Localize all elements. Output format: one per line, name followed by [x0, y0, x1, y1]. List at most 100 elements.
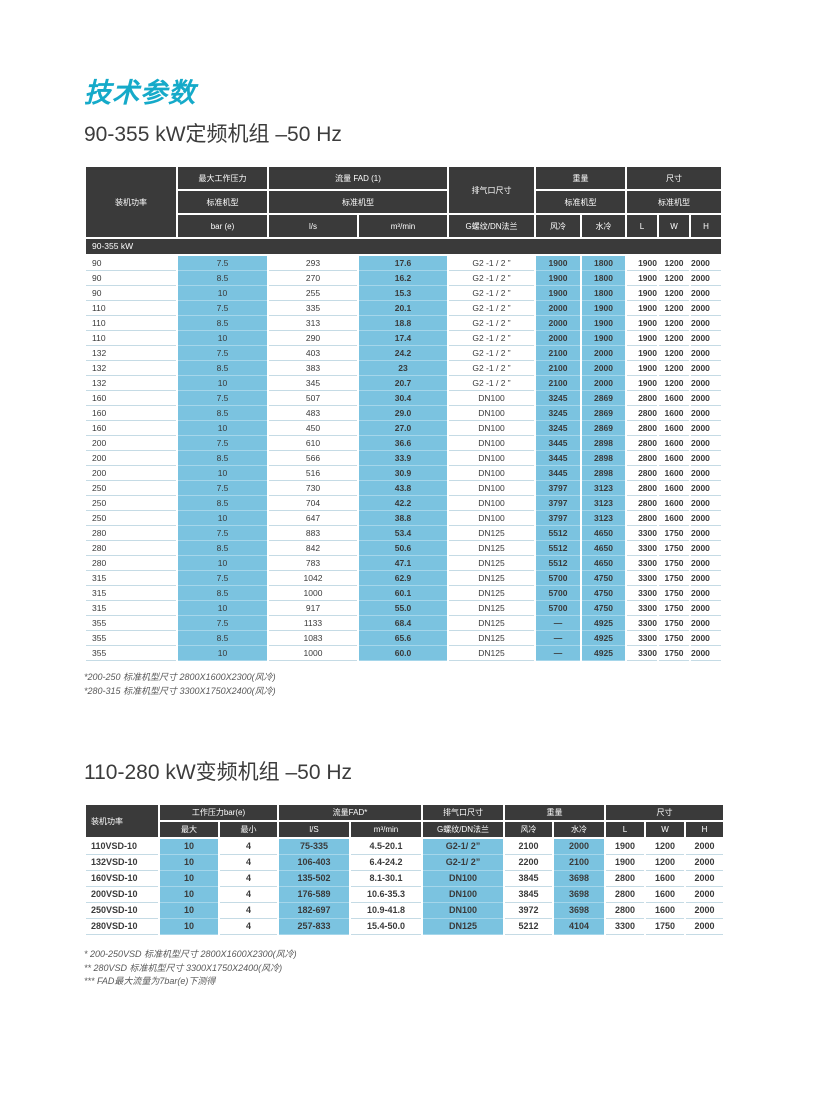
unit-header-air-cooled: 风冷: [505, 822, 553, 839]
table-cell: 4650: [582, 556, 625, 571]
table-cell: 10: [178, 646, 267, 661]
table-cell: 1900: [536, 271, 580, 286]
table-row: 110 10 290 17.4 G2 -1 / 2 ” 2000 1900 1900 1200 2…: [86, 331, 721, 346]
table-cell: 1600: [659, 481, 689, 496]
table-cell: 10.6-35.3: [351, 887, 422, 903]
table-cell: 160: [86, 391, 176, 406]
unit-header-water-cooled: 水冷: [554, 822, 605, 839]
table-cell: 335: [269, 301, 357, 316]
table-row: 160 8.5 483 29.0 DN100 3245 2869 2800 1600 2000: [86, 406, 721, 421]
table-cell: DN125: [449, 616, 534, 631]
table-cell: 3972: [505, 903, 553, 919]
table-cell: 1900: [627, 361, 657, 376]
table-cell: 355: [86, 646, 176, 661]
table-cell: 1200: [659, 286, 689, 301]
col-header-dimensions: 尺寸: [606, 805, 724, 822]
unit-header-ls: l/s: [269, 215, 357, 239]
table-row: 90 8.5 270 16.2 G2 -1 / 2 ” 1900 1800 1900 1200 2…: [86, 271, 721, 286]
page-title: 技术参数: [84, 78, 196, 108]
table-cell: 27.0: [359, 421, 447, 436]
table-cell: 2100: [536, 346, 580, 361]
table-cell: 3245: [536, 406, 580, 421]
unit-header-length: L: [627, 215, 657, 239]
table-cell: 1900: [536, 256, 580, 271]
table-cell: 280: [86, 526, 176, 541]
table-cell: 7.5: [178, 481, 267, 496]
col-header-flow-fad: 流量FAD*: [279, 805, 422, 822]
table-cell: 313: [269, 316, 357, 331]
table-cell: DN125: [449, 556, 534, 571]
table-cell: 1750: [659, 556, 689, 571]
table-cell: 2000: [691, 616, 721, 631]
table-cell: 270: [269, 271, 357, 286]
table-cell: 2000: [691, 256, 721, 271]
table-cell: 566: [269, 451, 357, 466]
table-cell: 20.1: [359, 301, 447, 316]
table-cell: 2000: [536, 316, 580, 331]
table-row: 315 10 917 55.0 DN125 5700 4750 3300 1750 2000: [86, 601, 721, 616]
table-cell: 8.5: [178, 631, 267, 646]
table-cell: 1600: [659, 451, 689, 466]
table-cell: 200: [86, 436, 176, 451]
subheader-standard-model: 标准机型: [536, 191, 625, 215]
table-cell: 1200: [646, 855, 685, 871]
table-cell: 176-589: [279, 887, 349, 903]
table-cell: 2100: [554, 855, 605, 871]
table-cell: 1750: [659, 526, 689, 541]
table-cell: 1750: [659, 616, 689, 631]
table-cell: DN125: [449, 586, 534, 601]
vsd-table-body: 110VSD-10 10 4 75-335 4.5-20.1 G2-1/ 2” 2100 20…: [86, 839, 724, 935]
table-cell: 1200: [659, 376, 689, 391]
table-cell: 1900: [582, 301, 625, 316]
table-cell: 7.5: [178, 571, 267, 586]
table-cell: 2898: [582, 466, 625, 481]
table-cell: 2800: [627, 406, 657, 421]
table-cell: 7.5: [178, 616, 267, 631]
fixed-speed-spec-table: 装机功率 最大工作压力 流量 FAD (1) 排气口尺寸 重量 尺寸 标准机型 …: [84, 167, 723, 661]
table-cell: 7.5: [178, 301, 267, 316]
table-cell: DN125: [449, 631, 534, 646]
table-cell: 1600: [659, 406, 689, 421]
table-cell: 10: [178, 511, 267, 526]
table-cell: 1000: [269, 586, 357, 601]
table-cell: DN100: [423, 887, 504, 903]
table-cell: 4650: [582, 541, 625, 556]
table-cell: 8.5: [178, 451, 267, 466]
table-cell: 2000: [691, 406, 721, 421]
table-cell: 1800: [582, 271, 625, 286]
table-cell: 16.2: [359, 271, 447, 286]
table-cell: 200VSD-10: [86, 887, 158, 903]
table-cell: 110VSD-10: [86, 839, 158, 855]
table-cell: 10: [160, 887, 218, 903]
table-cell: 7.5: [178, 346, 267, 361]
table-cell: 2000: [691, 631, 721, 646]
table-row: 90 7.5 293 17.6 G2 -1 / 2 ” 1900 1800 1900 1200 2…: [86, 256, 721, 271]
table-cell: 3245: [536, 421, 580, 436]
table-cell: 293: [269, 256, 357, 271]
table-cell: 1750: [659, 571, 689, 586]
table-cell: G2 -1 / 2 ”: [449, 271, 534, 286]
table-cell: DN100: [449, 466, 534, 481]
table-cell: 2000: [686, 871, 724, 887]
table-cell: 8.5: [178, 586, 267, 601]
footnote: * 200-250VSD 标准机型尺寸 2800X1600X2300(风冷): [84, 949, 297, 959]
table-cell: 75-335: [279, 839, 349, 855]
subheader-min: 最小: [220, 822, 277, 839]
table-cell: 200: [86, 451, 176, 466]
table-cell: 2000: [691, 601, 721, 616]
table-cell: 2800: [627, 496, 657, 511]
table-cell: 160: [86, 406, 176, 421]
table-cell: 60.1: [359, 586, 447, 601]
table-cell: 36.6: [359, 436, 447, 451]
table-cell: 4925: [582, 616, 625, 631]
table-cell: 2800: [627, 391, 657, 406]
table-cell: 4750: [582, 571, 625, 586]
table-row: 355 7.5 1133 68.4 DN125—4925 3300 1750 2000: [86, 616, 721, 631]
col-header-working-pressure: 工作压力bar(e): [160, 805, 277, 822]
table-cell: 5512: [536, 541, 580, 556]
table-cell: DN100: [449, 421, 534, 436]
table-cell: 250: [86, 511, 176, 526]
col-header-outlet-size: 排气口尺寸: [449, 167, 534, 215]
table-cell: 1200: [659, 346, 689, 361]
table-cell: 2000: [691, 541, 721, 556]
